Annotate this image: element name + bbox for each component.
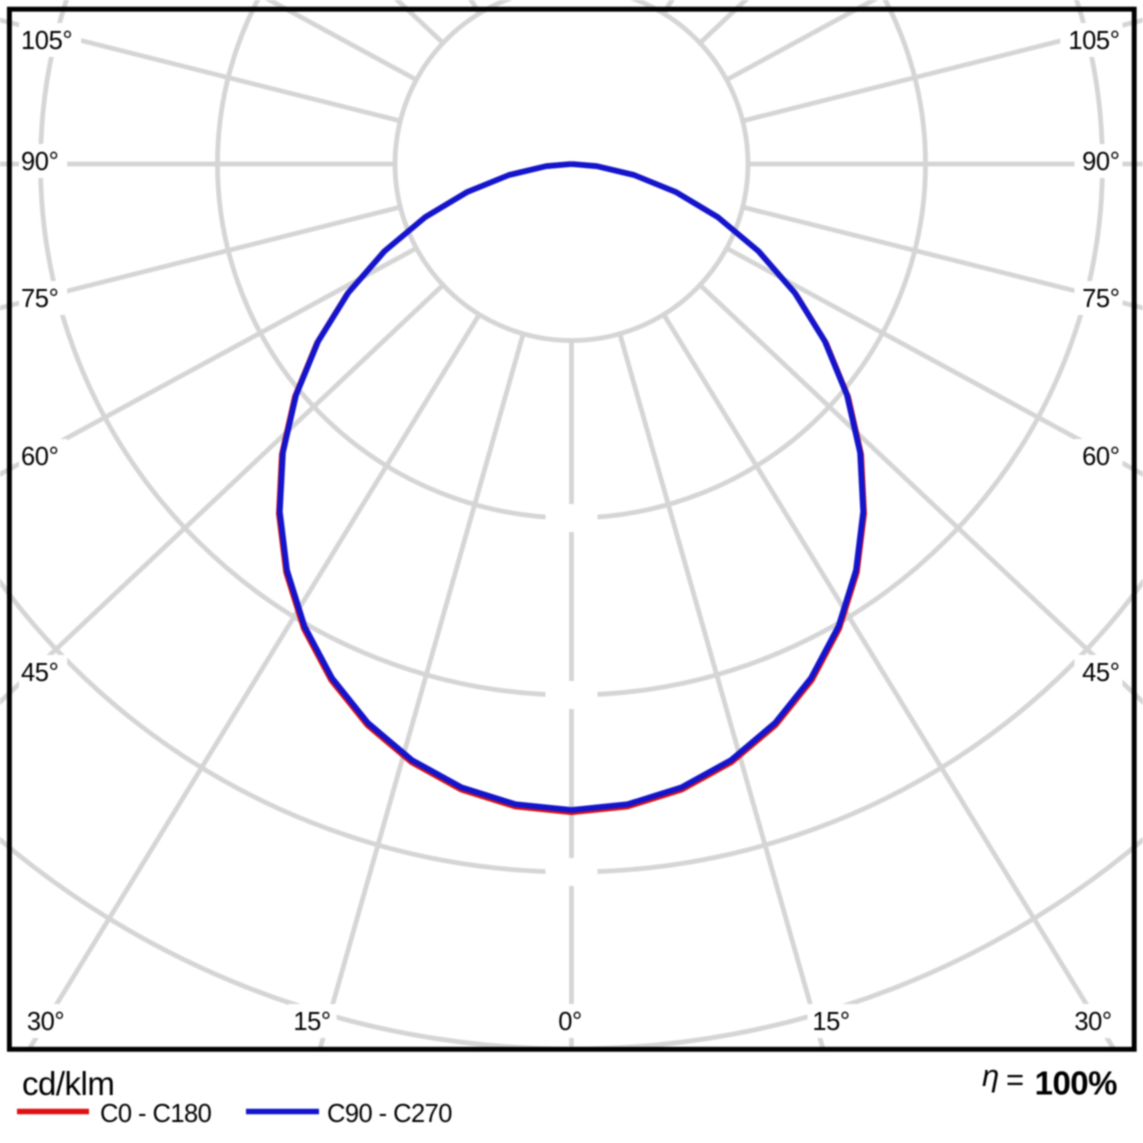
svg-text:105°: 105° (1068, 27, 1119, 55)
svg-text:75°: 75° (1082, 285, 1119, 313)
svg-text:C0 - C180: C0 - C180 (100, 1100, 212, 1128)
svg-text:90°: 90° (21, 148, 58, 176)
svg-text:30°: 30° (1074, 1008, 1111, 1036)
svg-text:90°: 90° (1082, 148, 1119, 176)
svg-text:60°: 60° (21, 443, 58, 471)
svg-text:cd/klm: cd/klm (22, 1065, 114, 1102)
svg-text:75°: 75° (21, 285, 58, 313)
svg-text:105°: 105° (21, 27, 72, 55)
svg-text:=: = (1006, 1062, 1024, 1097)
svg-text:100%: 100% (1035, 1065, 1118, 1102)
svg-text:45°: 45° (21, 659, 58, 687)
svg-text:0°: 0° (558, 1008, 582, 1036)
svg-text:η: η (982, 1058, 999, 1093)
svg-text:45°: 45° (1082, 659, 1119, 687)
svg-text:60°: 60° (1082, 443, 1119, 471)
svg-text:C90 - C270: C90 - C270 (327, 1100, 452, 1128)
svg-text:30°: 30° (27, 1008, 64, 1036)
svg-text:15°: 15° (812, 1008, 849, 1036)
svg-text:15°: 15° (293, 1008, 330, 1036)
